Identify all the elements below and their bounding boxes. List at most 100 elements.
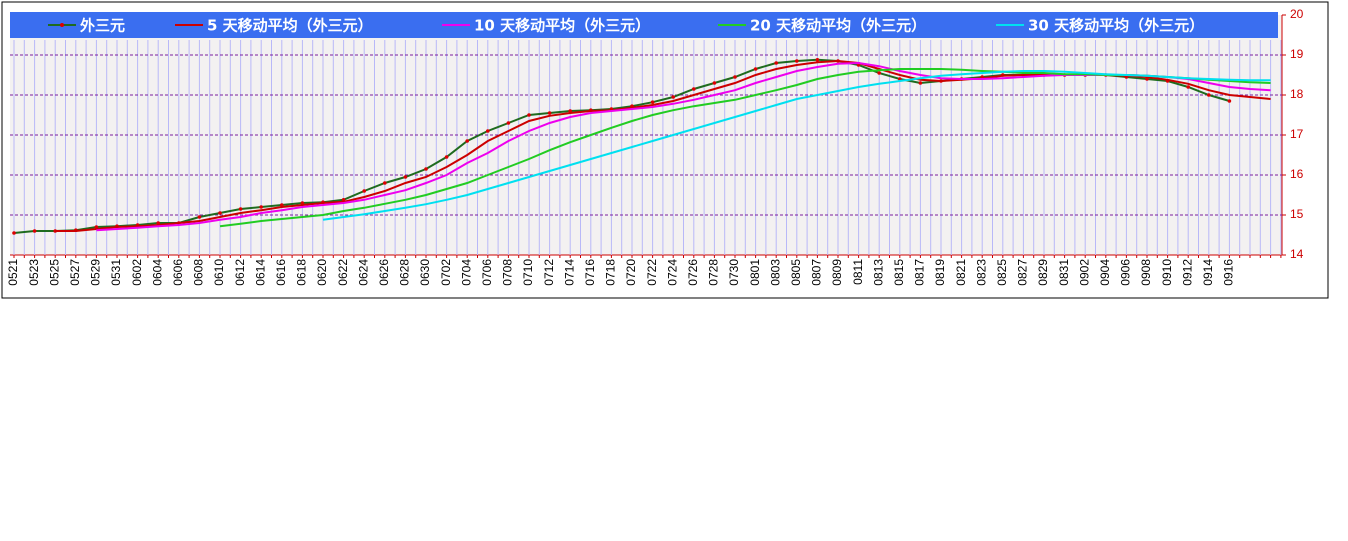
point bbox=[383, 181, 387, 185]
point bbox=[94, 225, 99, 229]
x-tick-label: 0803 bbox=[768, 259, 782, 286]
x-tick-label: 0702 bbox=[439, 259, 453, 286]
x-tick-label: 0827 bbox=[1016, 259, 1030, 286]
x-tick-label: 0801 bbox=[748, 259, 762, 286]
x-tick-label: 0916 bbox=[1222, 259, 1236, 286]
y-tick-label: 14 bbox=[1290, 247, 1304, 261]
point bbox=[795, 59, 799, 63]
x-tick-label: 0914 bbox=[1201, 259, 1215, 286]
point bbox=[527, 113, 531, 117]
x-tick-label: 0529 bbox=[89, 259, 103, 286]
point bbox=[1186, 85, 1190, 89]
x-tick-label: 0809 bbox=[830, 259, 844, 286]
y-tick-label: 19 bbox=[1290, 47, 1304, 61]
point bbox=[259, 205, 264, 209]
x-tick-label: 0902 bbox=[1077, 259, 1091, 286]
x-tick-label: 0910 bbox=[1160, 259, 1174, 286]
x-tick-label: 0626 bbox=[377, 259, 391, 286]
x-tick-label: 0825 bbox=[995, 259, 1009, 286]
x-tick-label: 0620 bbox=[315, 259, 329, 286]
point bbox=[877, 71, 881, 75]
x-tick-label: 0527 bbox=[68, 259, 82, 286]
legend-marker bbox=[60, 23, 64, 27]
x-tick-label: 0722 bbox=[645, 259, 659, 286]
point bbox=[547, 111, 552, 115]
point bbox=[238, 207, 243, 211]
point bbox=[650, 100, 655, 104]
legend-label: 20 天移动平均（外三元） bbox=[750, 17, 926, 35]
x-tick-label: 0805 bbox=[789, 259, 803, 286]
point bbox=[403, 175, 408, 179]
y-tick-label: 18 bbox=[1290, 87, 1304, 101]
point bbox=[486, 129, 490, 133]
x-tick-label: 0531 bbox=[109, 259, 123, 286]
legend-label: 外三元 bbox=[79, 17, 125, 35]
x-tick-label: 0616 bbox=[274, 259, 288, 286]
point bbox=[444, 155, 449, 159]
y-tick-label: 17 bbox=[1290, 127, 1304, 141]
x-tick-label: 0712 bbox=[542, 259, 556, 286]
x-tick-label: 0724 bbox=[665, 259, 679, 286]
x-tick-label: 0604 bbox=[150, 259, 164, 286]
point bbox=[568, 109, 572, 113]
point bbox=[32, 229, 37, 233]
x-tick-label: 0602 bbox=[130, 259, 144, 286]
x-tick-label: 0807 bbox=[810, 259, 824, 286]
x-tick-label: 0718 bbox=[604, 259, 618, 286]
x-tick-label: 0819 bbox=[933, 259, 947, 286]
point bbox=[918, 81, 923, 85]
x-tick-label: 0706 bbox=[480, 259, 494, 286]
x-tick-label: 0716 bbox=[583, 259, 597, 286]
x-tick-label: 0710 bbox=[521, 259, 535, 286]
point bbox=[671, 95, 675, 99]
x-tick-label: 0608 bbox=[192, 259, 206, 286]
x-tick-label: 0829 bbox=[1036, 259, 1050, 286]
x-tick-label: 0811 bbox=[851, 259, 865, 285]
x-tick-label: 0612 bbox=[233, 259, 247, 286]
point bbox=[12, 231, 16, 235]
x-tick-label: 0720 bbox=[624, 259, 638, 286]
point bbox=[465, 139, 470, 143]
x-tick-label: 0618 bbox=[295, 259, 309, 286]
x-tick-label: 0704 bbox=[459, 259, 473, 286]
x-tick-label: 0815 bbox=[892, 259, 906, 286]
x-tick-label: 0904 bbox=[1098, 259, 1112, 286]
x-tick-label: 0823 bbox=[974, 259, 988, 286]
x-tick-label: 0726 bbox=[686, 259, 700, 286]
x-tick-label: 0821 bbox=[954, 259, 968, 286]
x-tick-label: 0622 bbox=[336, 259, 350, 286]
series-line bbox=[322, 70, 1271, 221]
point bbox=[815, 58, 820, 62]
legend bbox=[10, 12, 1278, 38]
point bbox=[156, 221, 160, 225]
legend-label: 10 天移动平均（外三元） bbox=[474, 17, 650, 35]
x-tick-label: 0614 bbox=[253, 259, 267, 286]
point bbox=[753, 67, 758, 71]
point bbox=[506, 121, 511, 125]
x-tick-label: 0630 bbox=[418, 259, 432, 286]
x-tick-label: 0912 bbox=[1180, 259, 1194, 286]
point bbox=[197, 215, 202, 219]
point bbox=[280, 203, 284, 207]
point bbox=[1227, 99, 1232, 103]
point bbox=[712, 81, 717, 85]
x-tick-label: 0730 bbox=[727, 259, 741, 286]
x-tick-label: 0728 bbox=[707, 259, 721, 286]
x-tick-label: 0606 bbox=[171, 259, 185, 286]
x-tick-label: 0817 bbox=[913, 259, 927, 286]
point bbox=[424, 167, 428, 171]
y-tick-label: 15 bbox=[1290, 207, 1304, 221]
point bbox=[362, 189, 367, 193]
y-tick-label: 20 bbox=[1290, 7, 1304, 21]
x-tick-label: 0906 bbox=[1119, 259, 1133, 286]
legend-label: 30 天移动平均（外三元） bbox=[1028, 17, 1204, 35]
point bbox=[218, 211, 222, 215]
x-tick-label: 0708 bbox=[501, 259, 515, 286]
x-tick-label: 0624 bbox=[356, 259, 370, 286]
point bbox=[733, 75, 737, 79]
x-tick-label: 0813 bbox=[871, 259, 885, 286]
x-tick-label: 0610 bbox=[212, 259, 226, 286]
x-tick-label: 0521 bbox=[6, 259, 20, 286]
x-tick-label: 0908 bbox=[1139, 259, 1153, 286]
